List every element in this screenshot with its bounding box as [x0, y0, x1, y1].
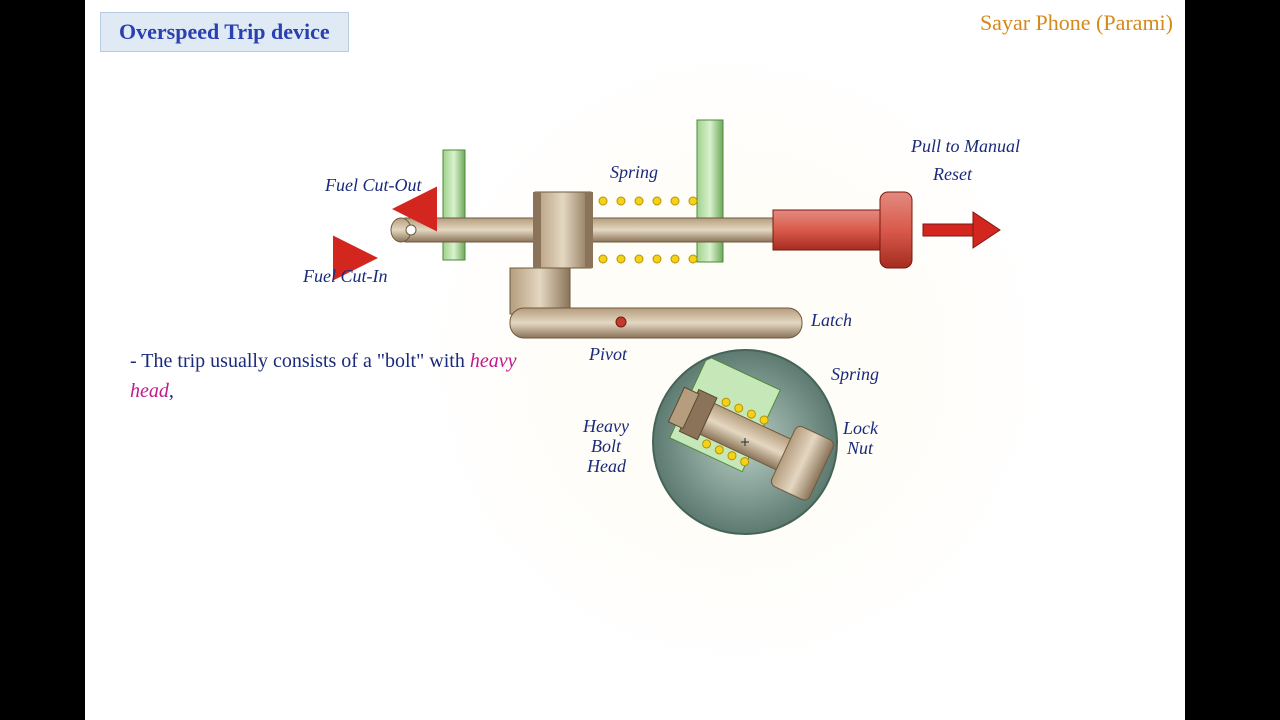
label-lock-nut-2: Nut — [847, 438, 873, 459]
detail-inset — [653, 350, 837, 534]
label-fuel-cut-out: Fuel Cut-Out — [325, 175, 422, 196]
central-block — [535, 192, 591, 268]
label-heavy-2: Bolt — [591, 436, 621, 457]
label-latch: Latch — [811, 310, 852, 331]
desc-prefix: - The trip usually consists of a "bolt" … — [130, 350, 470, 372]
pull-reset-arrow — [923, 212, 1000, 248]
label-spring-detail: Spring — [831, 364, 879, 385]
label-heavy-1: Heavy — [583, 416, 629, 437]
handle-shaft — [773, 210, 883, 250]
description-text: - The trip usually consists of a "bolt" … — [130, 346, 530, 406]
label-lock-nut-1: Lock — [843, 418, 878, 439]
label-fuel-cut-in: Fuel Cut-In — [303, 266, 387, 287]
label-pivot: Pivot — [589, 344, 627, 365]
label-pull-reset-1: Pull to Manual — [911, 136, 1020, 157]
latch-bar — [510, 308, 802, 338]
handle-cap — [880, 192, 912, 268]
label-heavy-3: Head — [587, 456, 626, 477]
pivot-dot — [616, 317, 626, 327]
green-post-left — [443, 150, 465, 260]
label-spring-top: Spring — [610, 162, 658, 183]
desc-suffix: , — [169, 380, 174, 402]
shaft-tip-hole — [406, 225, 416, 235]
label-pull-reset-2: Reset — [933, 164, 972, 185]
